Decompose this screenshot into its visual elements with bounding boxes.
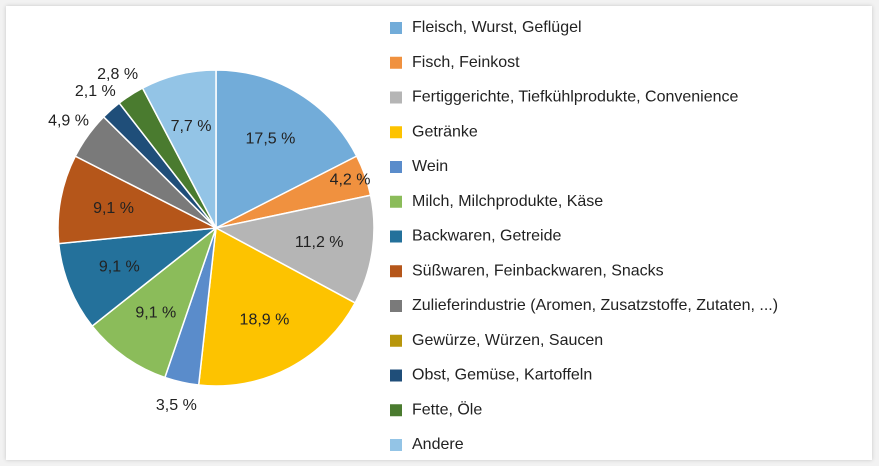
legend-swatch [390, 161, 402, 173]
legend-swatch [390, 439, 402, 451]
pie-slice [141, 69, 217, 229]
pie-slice [57, 227, 219, 328]
data-label: 7,7 % [171, 118, 212, 135]
legend-label: Fisch, Feinkost [412, 54, 520, 71]
data-label: 17,5 % [246, 130, 296, 147]
legend-swatch [390, 91, 402, 104]
legend-swatch [390, 126, 402, 139]
data-label: 9,1 % [93, 200, 134, 217]
data-label: 9,1 % [135, 304, 176, 321]
legend-swatch [390, 404, 402, 417]
legend-label: Zulieferindustrie (Aromen, Zusatzstoffe,… [412, 297, 778, 314]
data-label: 4,9 % [48, 113, 89, 130]
pie-slice [213, 194, 375, 304]
pie-slice [57, 155, 219, 245]
pie-slice [91, 225, 218, 379]
legend-swatch [390, 369, 402, 382]
data-label: 2,1 % [75, 83, 116, 100]
pie-slice [215, 69, 358, 230]
legend-swatch [390, 195, 402, 208]
legend-swatch [390, 300, 402, 312]
legend-swatch [390, 56, 402, 69]
legend-label: Süßwaren, Feinbackwaren, Snacks [412, 262, 664, 279]
data-label: 2,8 % [97, 66, 138, 83]
data-label: 4,2 % [330, 172, 371, 189]
legend-label: Backwaren, Getreide [412, 228, 562, 245]
legend-swatch [390, 334, 402, 347]
legend-label: Milch, Milchprodukte, Käse [412, 193, 603, 210]
legend-label: Fertiggerichte, Tiefkühlprodukte, Conven… [412, 89, 739, 106]
legend-label: Getränke [412, 123, 478, 140]
legend-label: Obst, Gemüse, Kartoffeln [412, 367, 592, 384]
pie-slice [197, 226, 357, 387]
legend-label: Fette, Öle [412, 400, 482, 418]
legend-swatch [390, 265, 402, 278]
legend-swatch [390, 22, 402, 34]
legend-swatch [390, 230, 402, 243]
legend-label: Andere [412, 436, 464, 453]
legend-label: Wein [412, 158, 448, 175]
legend-label: Gewürze, Würzen, Saucen [412, 332, 603, 349]
data-label: 11,2 % [295, 234, 344, 251]
legend-label: Fleisch, Wurst, Geflügel [412, 19, 582, 36]
data-label: 9,1 % [99, 258, 140, 275]
data-label: 18,9 % [240, 312, 290, 329]
data-label: 3,5 % [156, 397, 197, 414]
